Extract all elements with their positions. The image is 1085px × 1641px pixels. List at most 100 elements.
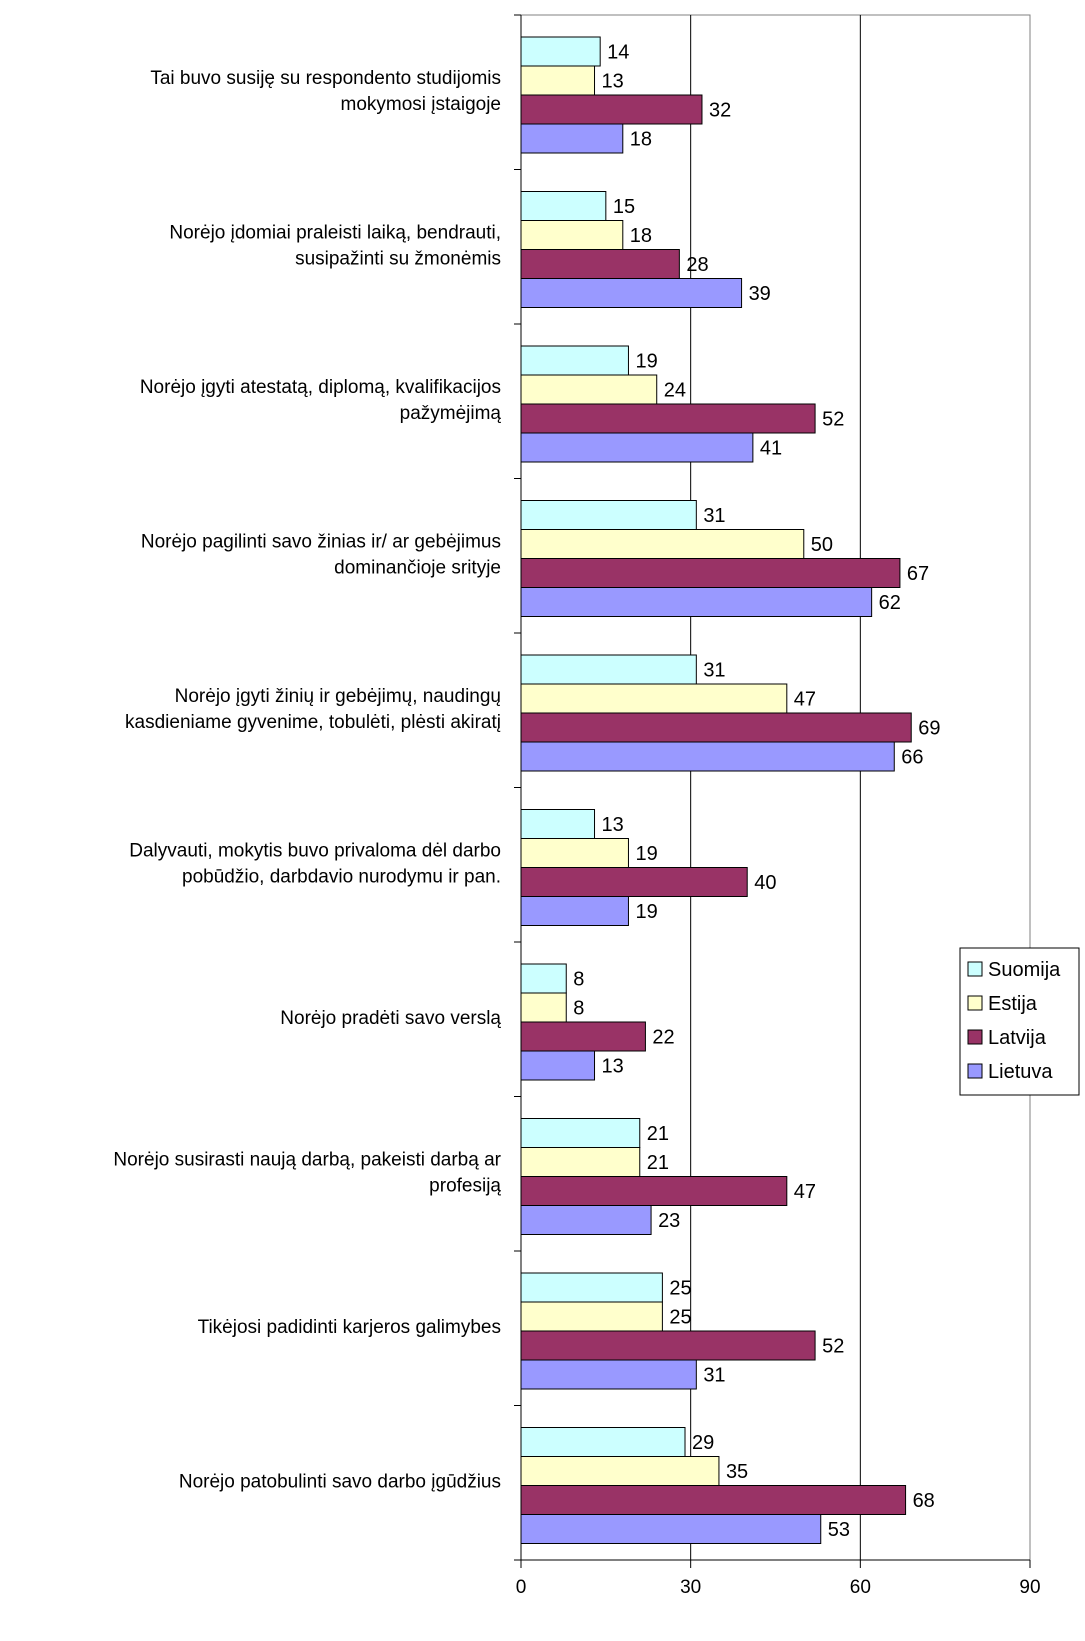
data-label: 14 (607, 42, 629, 64)
bar-latvija (520, 1330, 816, 1361)
category-label: Norėjo susirasti naują darbą, pakeisti d… (113, 1150, 501, 1171)
x-tick-label: 30 (680, 1577, 701, 1598)
bar-lietuva (520, 123, 624, 154)
bar-suomija (520, 500, 697, 530)
data-label: 8 (573, 969, 584, 991)
data-label: 67 (907, 563, 929, 585)
data-label: 47 (794, 1181, 816, 1203)
data-label: 52 (822, 409, 844, 431)
legend-label: Estija (988, 993, 1038, 1015)
data-label: 19 (635, 843, 657, 865)
bar-estija (520, 374, 658, 405)
bar-suomija (520, 1272, 663, 1303)
data-label: 28 (686, 254, 708, 276)
bar-estija (520, 1456, 720, 1486)
legend-swatch (967, 1063, 983, 1079)
data-label: 52 (822, 1336, 844, 1358)
bar-estija (520, 220, 624, 250)
bar-latvija (520, 1485, 907, 1515)
data-label: 25 (669, 1278, 691, 1300)
legend-swatch (967, 1029, 983, 1045)
data-label: 62 (879, 592, 901, 614)
bar-latvija (520, 712, 912, 743)
data-label: 50 (811, 534, 833, 556)
category-label: Tikėjosi padidinti karjeros galimybes (198, 1317, 501, 1338)
bar-suomija (520, 345, 629, 376)
data-label: 69 (918, 718, 940, 740)
bar-latvija (520, 1176, 788, 1206)
data-label: 21 (647, 1123, 669, 1145)
bar-lietuva (520, 1050, 596, 1081)
data-label: 66 (901, 747, 923, 769)
data-label: 31 (703, 1365, 725, 1387)
category-label: kasdieniame gyvenime, tobulėti, plėsti a… (125, 712, 501, 733)
data-label: 25 (669, 1307, 691, 1329)
data-label: 53 (828, 1519, 850, 1541)
bar-estija (520, 838, 629, 868)
category-label: Dalyvauti, mokytis buvo privaloma dėl da… (129, 841, 501, 862)
category-label: Tai buvo susiję su respondento studijomi… (150, 68, 501, 89)
category-label: Norėjo įdomiai praleisti laiką, bendraut… (169, 223, 501, 244)
bar-suomija (520, 809, 596, 839)
category-label: profesiją (429, 1176, 501, 1197)
data-label: 31 (703, 505, 725, 527)
category-label: dominančioje srityje (334, 558, 501, 579)
legend-swatch (967, 995, 983, 1011)
data-label: 35 (726, 1461, 748, 1483)
bar-suomija (520, 1118, 641, 1148)
bar-latvija (520, 1021, 646, 1052)
data-label: 68 (913, 1490, 935, 1512)
bar-latvija (520, 94, 703, 125)
bar-lietuva (520, 741, 895, 772)
data-label: 22 (652, 1027, 674, 1049)
axes (514, 14, 1031, 1568)
bar-estija (520, 65, 596, 96)
data-label: 41 (760, 438, 782, 460)
legend: Suomija Estija Latvija Lietuva (959, 947, 1080, 1096)
data-label: 39 (749, 283, 771, 305)
bar-estija (520, 683, 788, 714)
bar-lietuva (520, 432, 754, 463)
bar-estija (520, 992, 567, 1023)
bar-suomija (520, 654, 697, 685)
data-label: 23 (658, 1210, 680, 1232)
data-label: 13 (602, 1056, 624, 1078)
bar-suomija (520, 191, 607, 221)
data-label: 19 (635, 351, 657, 373)
category-labels: Tai buvo susiję su respondento studijomi… (113, 68, 501, 1493)
legend-label: Lietuva (988, 1061, 1053, 1083)
data-label: 19 (635, 901, 657, 923)
data-label: 32 (709, 100, 731, 122)
x-tick-label: 60 (850, 1577, 871, 1598)
bar-estija (520, 1301, 663, 1332)
data-label: 13 (602, 814, 624, 836)
data-label: 24 (664, 380, 686, 402)
bar-lietuva (520, 278, 743, 308)
data-label: 8 (573, 998, 584, 1020)
data-label: 47 (794, 689, 816, 711)
legend-label: Suomija (988, 959, 1061, 981)
category-label: Norėjo patobulinti savo darbo įgūdžius (179, 1472, 501, 1493)
category-label: mokymosi įstaigoje (341, 94, 502, 115)
bar-latvija (520, 558, 901, 588)
x-tick-label: 90 (1019, 1577, 1040, 1598)
category-label: Norėjo pagilinti savo žinias ir/ ar gebė… (141, 532, 501, 553)
data-label: 18 (630, 225, 652, 247)
bar-lietuva (520, 896, 629, 926)
data-label: 15 (613, 196, 635, 218)
category-label: pažymėjimą (400, 403, 502, 424)
bar-suomija (520, 963, 567, 994)
bar-latvija (520, 403, 816, 434)
category-label: Norėjo įgyti atestatą, diplomą, kvalifik… (140, 377, 501, 398)
data-label: 21 (647, 1152, 669, 1174)
bar-suomija (520, 36, 601, 67)
data-label: 31 (703, 660, 725, 682)
value-labels: 14 13 32 18 15 18 28 39 19 24 52 41 31 50 67 62 31 47 69 66… (573, 42, 940, 1542)
tick-labels: 0 30 60 90 (516, 1577, 1041, 1598)
data-label: 13 (602, 71, 624, 93)
data-label: 40 (754, 872, 776, 894)
data-label: 29 (692, 1432, 714, 1454)
legend-label: Latvija (988, 1027, 1047, 1049)
category-label: Norėjo pradėti savo verslą (280, 1008, 501, 1029)
